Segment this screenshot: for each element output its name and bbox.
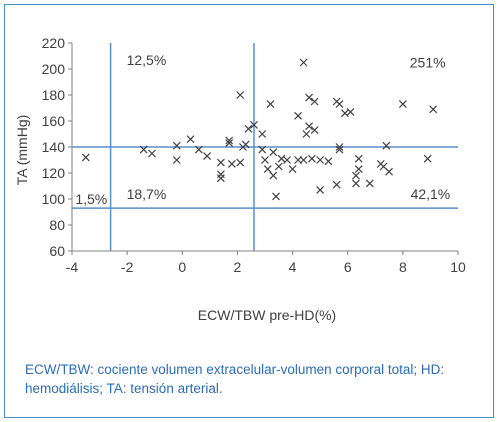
data-point [385, 167, 393, 176]
y-tick-label: 180 [42, 87, 66, 103]
quadrant-percentage-label: 12,5% [127, 52, 167, 68]
data-point [194, 145, 203, 154]
y-tick-label: 160 [42, 113, 66, 129]
x-tick-label: 0 [178, 259, 186, 275]
y-tick-label: 120 [42, 165, 66, 181]
quadrant-percentage-label: 251% [410, 55, 446, 71]
data-point [316, 156, 325, 164]
data-point [172, 156, 181, 164]
data-point [236, 158, 245, 167]
data-point [294, 111, 303, 120]
data-point [382, 141, 391, 150]
x-tick-label: 2 [234, 259, 242, 275]
data-point [299, 58, 308, 67]
data-point [186, 135, 195, 144]
x-tick-label: 10 [450, 259, 466, 275]
data-point [335, 145, 344, 154]
data-point [227, 159, 236, 168]
x-axis-title: ECW/TBW pre-HD(%) [198, 307, 336, 323]
y-tick-label: 100 [42, 191, 66, 207]
data-point [241, 140, 250, 149]
data-point [274, 162, 283, 171]
data-point [139, 145, 148, 154]
y-tick-label: 220 [42, 35, 66, 51]
data-point [272, 192, 280, 201]
data-points [81, 58, 438, 201]
y-tick-label: 140 [42, 139, 66, 155]
data-point [429, 105, 438, 114]
data-point [302, 130, 311, 138]
data-point [316, 185, 325, 194]
data-point [354, 165, 363, 174]
data-point [258, 130, 267, 138]
x-tick-label: -4 [66, 259, 79, 275]
data-point [81, 153, 90, 162]
data-point [172, 141, 181, 150]
data-point [398, 100, 407, 109]
data-point [148, 149, 156, 158]
data-point [324, 157, 333, 166]
data-point [258, 145, 267, 154]
data-point [244, 124, 253, 133]
data-point [283, 156, 291, 164]
data-point [352, 171, 360, 180]
data-point [263, 165, 272, 174]
data-point [203, 152, 212, 161]
data-point [335, 100, 344, 109]
data-point [216, 158, 225, 167]
x-tick-label: 4 [289, 259, 297, 275]
data-point [305, 93, 314, 102]
data-point [225, 136, 234, 145]
data-point [299, 156, 308, 164]
data-point [332, 180, 341, 189]
data-point [365, 179, 374, 188]
data-point [352, 179, 360, 188]
data-point [346, 107, 355, 116]
data-point [269, 148, 278, 157]
data-point [225, 139, 234, 148]
quadrant-percentage-label: 18,7% [127, 186, 167, 202]
data-point [250, 120, 258, 129]
y-tick-label: 60 [49, 243, 65, 259]
axes: 60 80 100 120 140 160 180 200 220 -4 -2 0 2 4 6 8 10 [42, 35, 466, 275]
figure-caption: ECW/TBW: cociente volumen extracelular-v… [25, 362, 445, 396]
data-point [216, 170, 225, 179]
x-tick-label: 8 [399, 259, 407, 275]
data-point [288, 165, 297, 174]
scatter-chart: 60 80 100 120 140 160 180 200 220 -4 -2 0 2 4 6 8 10 12,… [14, 35, 466, 323]
data-point [423, 154, 432, 163]
data-point [354, 154, 363, 163]
quadrant-percentage-label: 1,5% [75, 191, 107, 207]
data-point [261, 156, 269, 164]
figure-panel: 60 80 100 120 140 160 180 200 220 -4 -2 0 2 4 6 8 10 12,… [4, 4, 494, 418]
y-tick-label: 200 [42, 61, 66, 77]
data-point [236, 91, 245, 99]
data-point [310, 126, 319, 135]
data-point [266, 100, 275, 109]
x-tick-label: -2 [121, 259, 134, 275]
data-point [305, 122, 314, 131]
y-axis-title: TA (mmHg) [14, 115, 30, 186]
y-tick-label: 80 [49, 217, 65, 233]
x-tick-label: 6 [344, 259, 352, 275]
quadrant-percentage-label: 42,1% [411, 186, 451, 202]
data-point [216, 174, 225, 183]
data-point [307, 154, 316, 163]
quadrant-annotations: 12,5% 251% 1,5% 18,7% 42,1% [75, 52, 450, 207]
data-point [310, 97, 319, 106]
data-point [335, 143, 344, 151]
data-point [269, 171, 278, 180]
